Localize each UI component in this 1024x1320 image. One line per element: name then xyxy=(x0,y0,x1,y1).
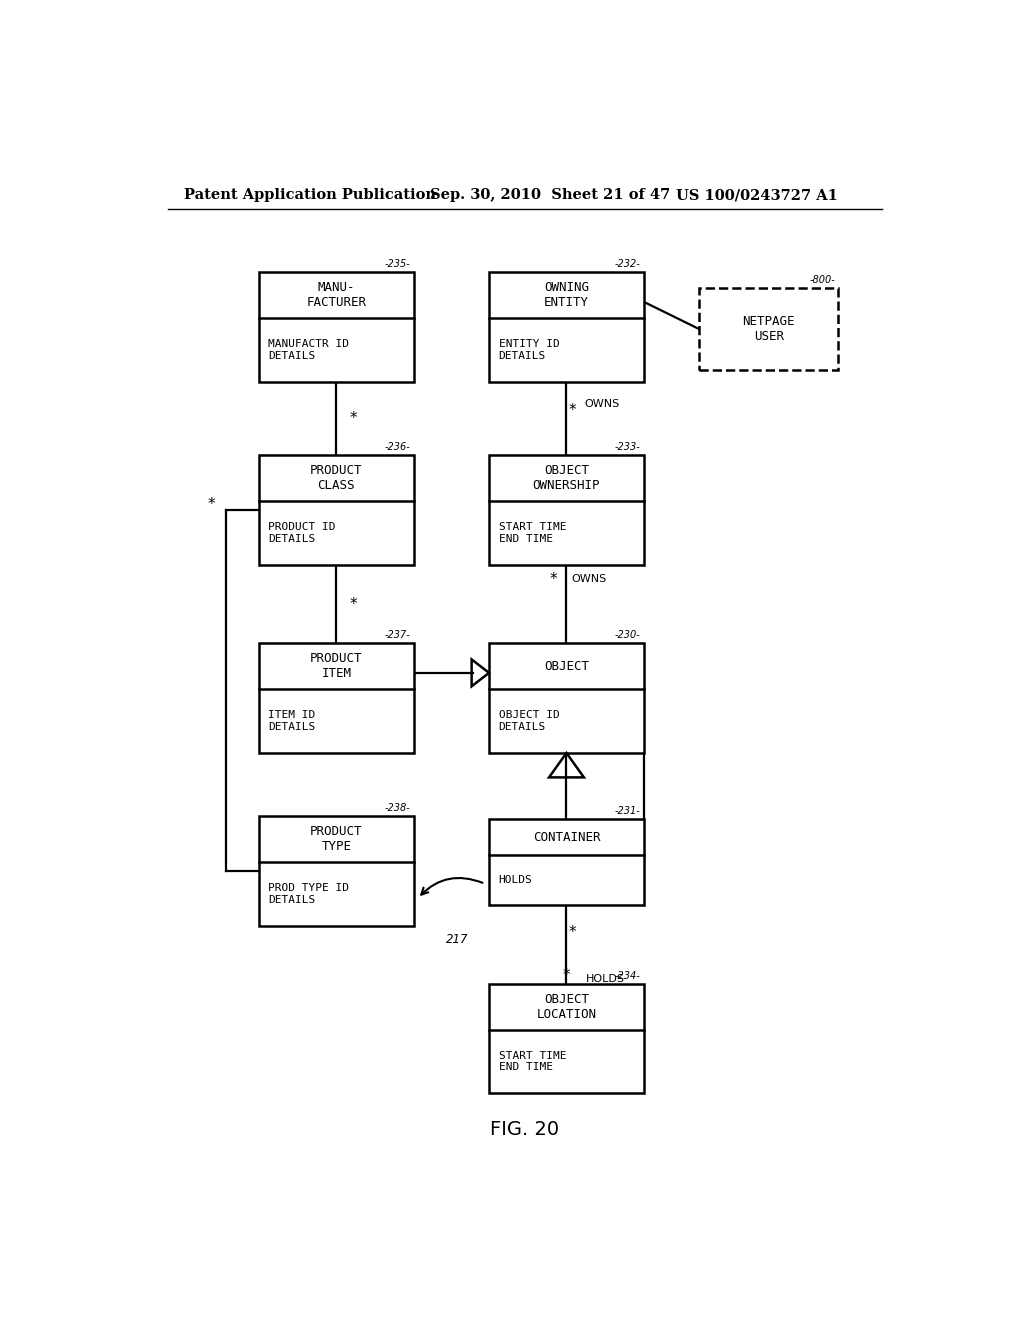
Bar xyxy=(259,455,414,565)
Text: PRODUCT ID
DETAILS: PRODUCT ID DETAILS xyxy=(268,523,336,544)
Text: -234-: -234- xyxy=(615,970,641,981)
Text: PROD TYPE ID
DETAILS: PROD TYPE ID DETAILS xyxy=(268,883,349,904)
Text: FIG. 20: FIG. 20 xyxy=(490,1119,559,1139)
Text: *: * xyxy=(569,403,577,418)
Text: START TIME
END TIME: START TIME END TIME xyxy=(499,1051,566,1072)
Text: Sep. 30, 2010  Sheet 21 of 47: Sep. 30, 2010 Sheet 21 of 47 xyxy=(430,189,670,202)
Text: PRODUCT
CLASS: PRODUCT CLASS xyxy=(310,465,362,492)
Bar xyxy=(259,643,414,752)
Text: *: * xyxy=(350,411,357,426)
Bar xyxy=(489,455,644,565)
Bar xyxy=(259,272,414,381)
Text: *: * xyxy=(563,968,575,983)
Text: -231-: -231- xyxy=(615,807,641,816)
Text: CONTAINER: CONTAINER xyxy=(532,830,600,843)
Text: -232-: -232- xyxy=(615,259,641,269)
Text: *: * xyxy=(569,925,577,940)
Text: OWNS: OWNS xyxy=(571,574,606,585)
Text: -233-: -233- xyxy=(615,442,641,453)
Text: HOLDS: HOLDS xyxy=(499,875,532,886)
Text: OBJECT
OWNERSHIP: OBJECT OWNERSHIP xyxy=(532,465,600,492)
Text: -800-: -800- xyxy=(809,276,836,285)
Bar xyxy=(259,816,414,925)
Text: MANU-
FACTURER: MANU- FACTURER xyxy=(306,281,367,309)
Text: ITEM ID
DETAILS: ITEM ID DETAILS xyxy=(268,710,315,733)
Text: *: * xyxy=(208,498,215,512)
Text: -237-: -237- xyxy=(385,630,411,640)
Text: ENTITY ID
DETAILS: ENTITY ID DETAILS xyxy=(499,339,559,360)
Text: US 100/0243727 A1: US 100/0243727 A1 xyxy=(676,189,838,202)
Text: -235-: -235- xyxy=(385,259,411,269)
Text: HOLDS: HOLDS xyxy=(587,974,626,983)
Bar xyxy=(489,818,644,906)
Text: -238-: -238- xyxy=(385,803,411,813)
Text: OBJECT
LOCATION: OBJECT LOCATION xyxy=(537,993,596,1020)
Text: *: * xyxy=(549,572,557,586)
Bar xyxy=(489,643,644,752)
Text: 217: 217 xyxy=(446,933,469,946)
Text: -230-: -230- xyxy=(615,630,641,640)
Text: OBJECT: OBJECT xyxy=(544,660,589,673)
Text: -236-: -236- xyxy=(385,442,411,453)
Text: Patent Application Publication: Patent Application Publication xyxy=(183,189,435,202)
Text: OWNS: OWNS xyxy=(584,400,620,409)
Text: MANUFACTR ID
DETAILS: MANUFACTR ID DETAILS xyxy=(268,339,349,360)
Text: START TIME
END TIME: START TIME END TIME xyxy=(499,523,566,544)
Bar xyxy=(489,272,644,381)
Bar xyxy=(489,983,644,1093)
Text: *: * xyxy=(350,597,357,611)
Text: PRODUCT
ITEM: PRODUCT ITEM xyxy=(310,652,362,680)
Bar xyxy=(699,289,839,370)
Text: OWNING
ENTITY: OWNING ENTITY xyxy=(544,281,589,309)
Text: OBJECT ID
DETAILS: OBJECT ID DETAILS xyxy=(499,710,559,733)
Text: PRODUCT
TYPE: PRODUCT TYPE xyxy=(310,825,362,853)
Text: NETPAGE
USER: NETPAGE USER xyxy=(742,315,795,343)
